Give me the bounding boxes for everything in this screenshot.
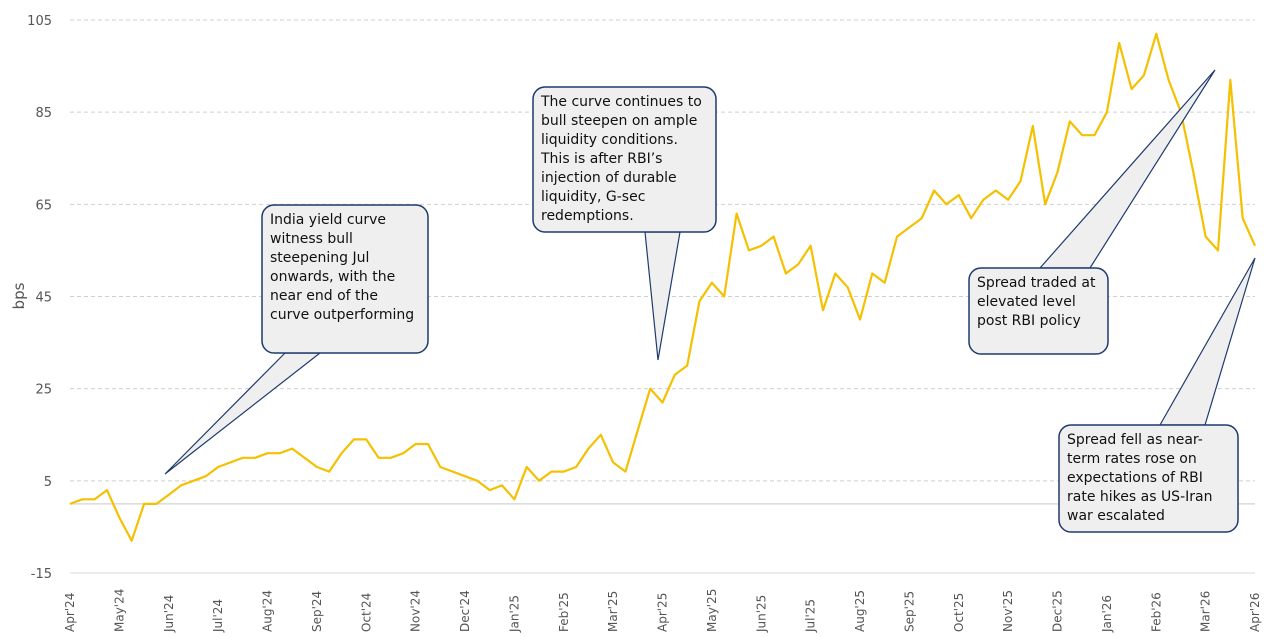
y-tick-label: 65 <box>35 198 52 213</box>
x-tick-label: Oct'25 <box>952 593 966 632</box>
annotation: Spread traded at elevated level post RBI… <box>977 275 1096 329</box>
callout-pointer <box>1038 69 1216 269</box>
x-tick-label: Jun'24 <box>162 595 176 633</box>
annotation: India yield curve witness bull steepenin… <box>270 212 415 323</box>
x-tick-label: Jul'25 <box>804 599 818 633</box>
callout-box <box>261 204 429 354</box>
x-tick-label: Oct'24 <box>359 593 373 632</box>
x-tick-label: Nov'24 <box>409 590 423 632</box>
x-tick-label: Aug'24 <box>261 590 275 632</box>
x-tick-label: Apr'26 <box>1248 593 1262 632</box>
annotation: The curve continues to bull steepen on a… <box>541 94 702 224</box>
x-tick-label: Nov'25 <box>1001 590 1015 632</box>
x-tick-label: Jul'24 <box>211 599 225 633</box>
y-tick-label: 105 <box>27 14 52 29</box>
callout-pointer <box>164 352 322 475</box>
x-tick-label: Dec'24 <box>458 590 472 632</box>
x-tick-label: Feb'25 <box>557 592 571 632</box>
x-tick-label: Jun'25 <box>754 595 768 633</box>
y-axis-label: bps <box>10 282 28 309</box>
callout-box <box>532 86 717 233</box>
y-tick-label: -15 <box>31 567 52 582</box>
x-tick-label: May'25 <box>705 589 719 632</box>
x-tick-label: Mar'26 <box>1199 591 1213 632</box>
x-tick-label: Dec'25 <box>1051 590 1065 632</box>
x-tick-label: Sep'24 <box>310 591 324 632</box>
callout-pointer <box>1158 257 1256 426</box>
x-tick-label: May'24 <box>112 589 126 632</box>
x-tick-label: Jan'25 <box>507 595 521 633</box>
x-tick-label: Mar'25 <box>606 591 620 632</box>
callout-box <box>1058 424 1239 533</box>
x-tick-label: Feb'26 <box>1149 592 1163 632</box>
callout-box <box>968 267 1109 355</box>
x-tick-label: Apr'24 <box>63 593 77 632</box>
x-tick-label: Sep'25 <box>902 591 916 632</box>
x-tick-label: Aug'25 <box>853 590 867 632</box>
series-line <box>69 32 1257 542</box>
x-tick-label: Jan'26 <box>1100 595 1114 633</box>
y-tick-label: 5 <box>44 475 52 490</box>
y-tick-label: 25 <box>35 383 52 398</box>
x-tick-label: Apr'25 <box>656 593 670 632</box>
annotation: Spread fell as near-term rates rose on e… <box>1067 432 1213 524</box>
y-tick-label: 45 <box>35 291 52 306</box>
y-tick-label: 85 <box>35 106 52 121</box>
